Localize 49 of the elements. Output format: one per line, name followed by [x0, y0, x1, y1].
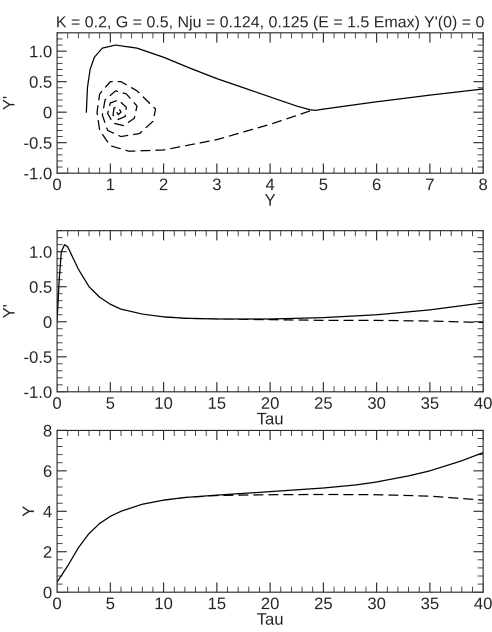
x-tick-label: 25 [314, 397, 332, 409]
x-tick-label: 30 [368, 397, 386, 409]
x-tick-label: 15 [208, 598, 226, 610]
chart-title: K = 0.2, G = 0.5, Nju = 0.124, 0.125 (E = 1.5 Emax) Y'(0) = 0 [57, 16, 484, 31]
y-tick-label: 8 [44, 424, 52, 437]
y-tick-label: -0.5 [24, 137, 52, 149]
y-tick-label: -0.5 [24, 351, 52, 364]
y-axis-title: Y [22, 506, 34, 516]
y-axis-title: Y' [3, 96, 14, 110]
y-tick-label: 1.0 [30, 46, 52, 58]
x-tick-label: 5 [106, 598, 114, 610]
x-tick-label: 10 [156, 397, 172, 409]
y-tick-label: 0 [44, 316, 52, 328]
y-axis-title: Y' [3, 304, 14, 318]
x-tick-label: 40 [474, 597, 492, 610]
y-tick-label: 0.5 [30, 281, 52, 293]
x-tick-label: 25 [314, 597, 332, 610]
x-tick-label: 8 [479, 178, 488, 190]
x-tick-label: 20 [262, 597, 279, 610]
x-axis-title: Tau [257, 613, 282, 625]
y-tick-label: 0 [44, 106, 52, 118]
y-tick-label: 6 [44, 465, 52, 478]
x-tick-label: 35 [421, 397, 438, 409]
x-tick-label: 20 [262, 397, 279, 409]
x-tick-label: 5 [319, 178, 328, 190]
x-tick-label: 35 [421, 597, 438, 610]
y-tick-label: 4 [43, 506, 52, 518]
x-axis-title: Tau [257, 412, 282, 424]
x-tick-label: 4 [266, 178, 274, 190]
x-tick-label: 2 [160, 178, 168, 190]
x-tick-label: 7 [426, 178, 434, 190]
y-tick-label: 1.0 [30, 246, 52, 258]
y-tick-label: 0 [44, 586, 52, 598]
x-axis-title: Y [264, 194, 276, 206]
x-tick-label: 5 [106, 397, 114, 409]
x-tick-label: 0 [53, 397, 62, 409]
y-tick-label: -1.0 [24, 168, 52, 180]
x-tick-label: 40 [474, 397, 492, 409]
x-tick-label: 10 [156, 597, 172, 610]
y-tick-label: -1.0 [24, 386, 52, 398]
y-tick-label: 0.5 [30, 76, 52, 88]
y-tick-label: 2 [44, 546, 52, 558]
x-tick-label: 0 [53, 178, 62, 190]
x-tick-label: 6 [372, 178, 381, 190]
x-tick-label: 1 [106, 178, 114, 190]
x-tick-label: 3 [212, 178, 221, 190]
x-tick-label: 15 [208, 397, 226, 409]
x-tick-label: 30 [368, 597, 386, 610]
x-tick-label: 0 [53, 597, 62, 610]
